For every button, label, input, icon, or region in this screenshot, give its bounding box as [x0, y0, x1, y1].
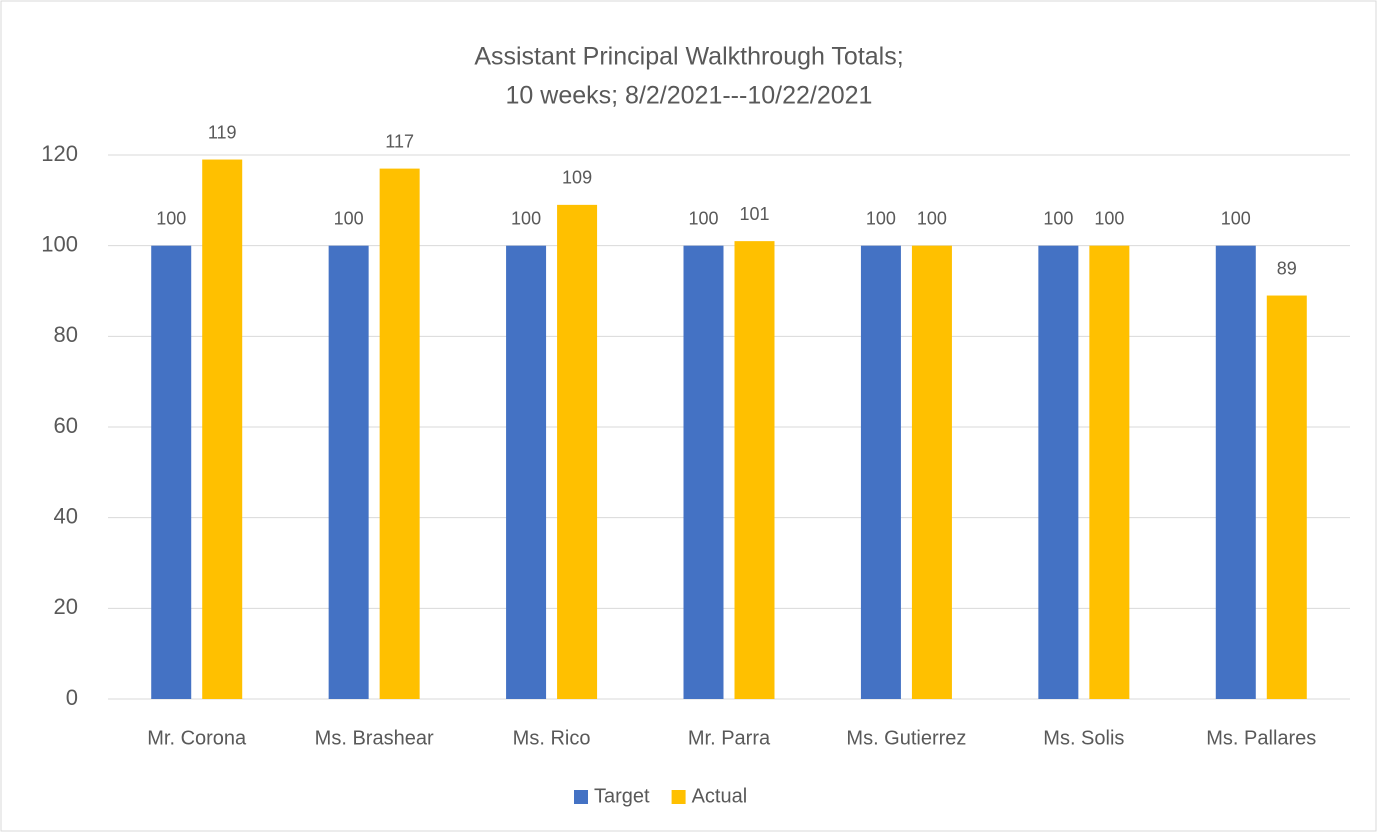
bar	[1215, 245, 1256, 699]
data-label: 100	[1094, 208, 1124, 228]
data-label: 101	[739, 204, 769, 224]
legend-label: Actual	[692, 785, 748, 807]
y-tick-label: 120	[41, 141, 78, 166]
legend-swatch	[671, 790, 686, 804]
bar	[860, 245, 901, 699]
x-tick-label: Mr. Parra	[688, 727, 771, 749]
data-label: 100	[156, 208, 186, 228]
y-tick-label: 40	[54, 503, 78, 528]
data-label: 100	[1221, 208, 1251, 228]
chart-title: 10 weeks; 8/2/2021---10/22/2021	[506, 82, 873, 110]
y-tick-label: 0	[66, 685, 78, 710]
data-label: 119	[208, 122, 237, 142]
data-label: 100	[688, 208, 718, 228]
bar	[151, 245, 192, 699]
bar	[557, 204, 598, 699]
y-tick-label: 100	[41, 231, 78, 256]
bar	[379, 168, 420, 700]
data-label: 117	[385, 131, 414, 151]
bar	[328, 245, 369, 699]
legend-label: Target	[594, 785, 650, 807]
x-tick-label: Ms. Rico	[513, 727, 591, 749]
data-label: 109	[562, 168, 592, 188]
data-label: 100	[866, 208, 896, 228]
legend-swatch	[574, 790, 588, 804]
bar	[506, 245, 547, 699]
y-tick-label: 80	[54, 322, 78, 347]
bar	[911, 245, 952, 699]
bar	[734, 241, 775, 699]
x-tick-label: Ms. Brashear	[315, 727, 434, 749]
data-label: 100	[334, 208, 364, 228]
x-tick-label: Ms. Solis	[1043, 727, 1124, 749]
x-tick-label: Ms. Gutierrez	[846, 727, 966, 749]
bar	[1266, 295, 1307, 699]
bar	[683, 245, 724, 699]
bar	[1089, 245, 1130, 699]
bar	[202, 159, 243, 700]
y-tick-label: 20	[54, 594, 78, 619]
data-label: 100	[511, 208, 541, 228]
bar	[1038, 245, 1079, 699]
data-label: 100	[917, 208, 947, 228]
y-tick-label: 60	[54, 413, 78, 438]
x-tick-label: Mr. Corona	[147, 727, 247, 749]
data-label: 89	[1277, 258, 1297, 278]
chart-title: Assistant Principal Walkthrough Totals;	[474, 43, 903, 71]
x-tick-label: Ms. Pallares	[1206, 727, 1316, 749]
data-label: 100	[1043, 208, 1073, 228]
